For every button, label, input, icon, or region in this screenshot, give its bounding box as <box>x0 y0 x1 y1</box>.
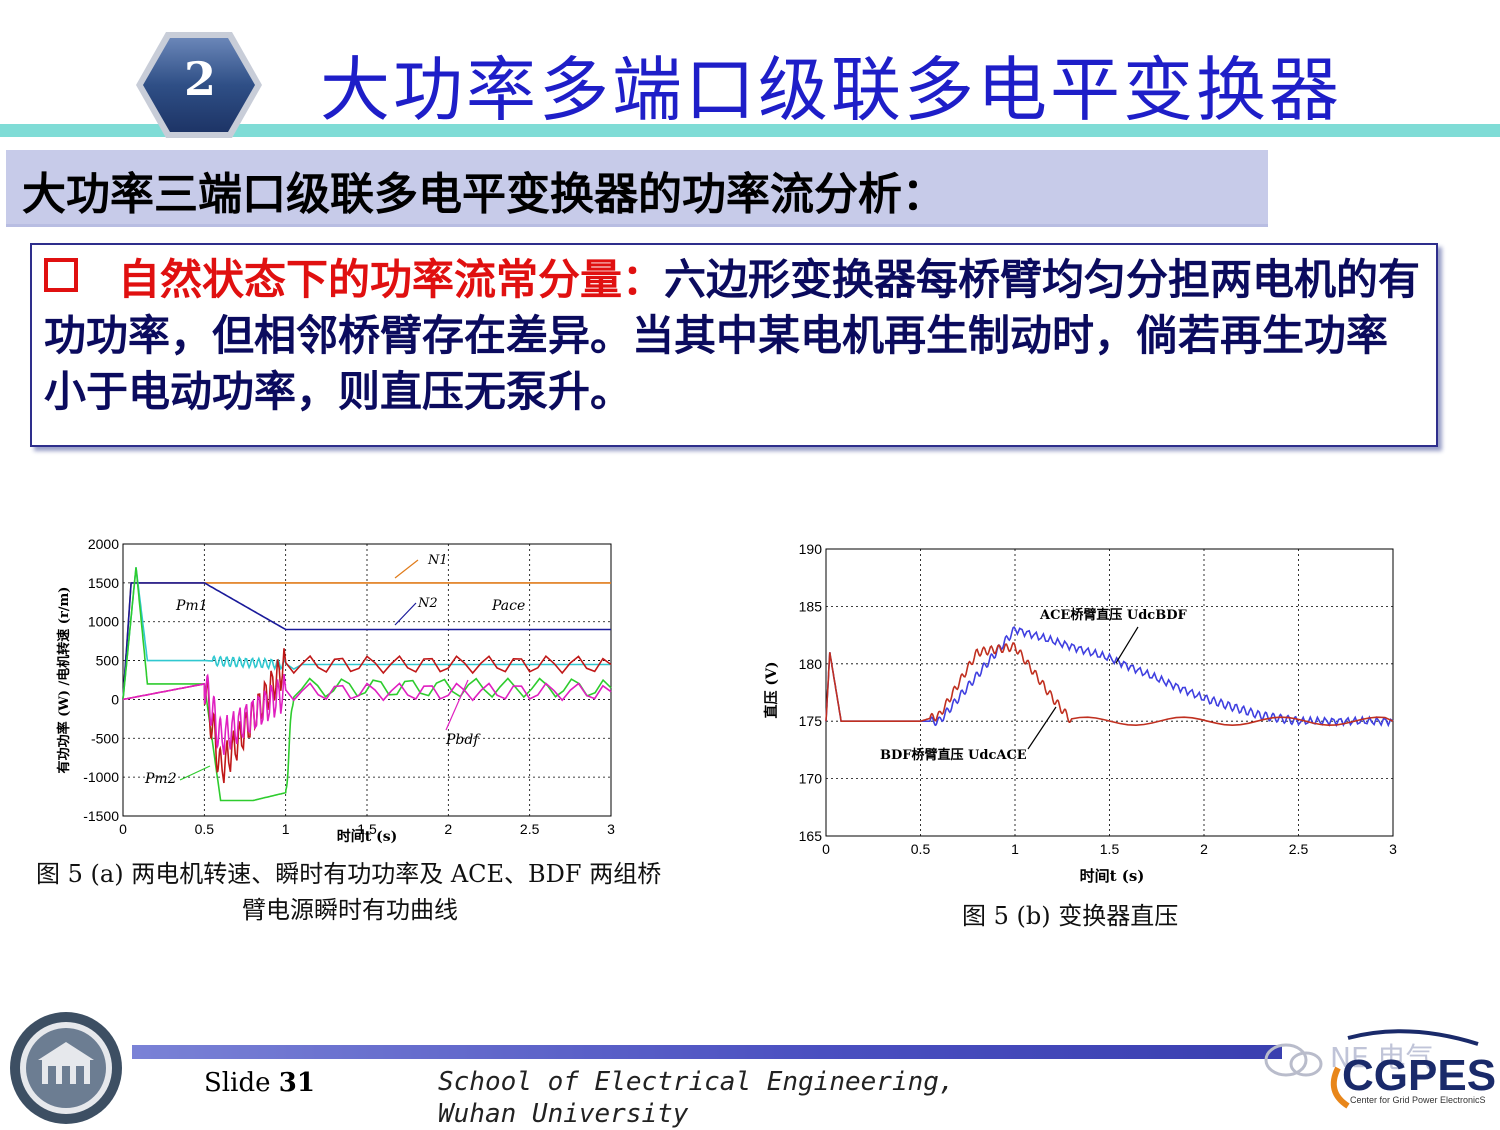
wechat-label: NE 电气 <box>1330 1041 1434 1074</box>
chart-a-ylabel: 有功功率 (W) /电机转速 (r/m) <box>56 587 72 774</box>
chart-b-xtick-label: 0 <box>822 841 830 857</box>
section-number: 2 <box>183 52 216 106</box>
header-rule <box>0 124 1500 137</box>
chart-b-ytick-label: 165 <box>799 828 823 844</box>
chart-b-ytick-label: 180 <box>799 656 823 672</box>
cgpes-logo: CGPES <box>1330 1029 1496 1109</box>
annotation-udcace-pointer <box>1027 706 1057 750</box>
chart-a-ytick-label: 1000 <box>88 614 119 630</box>
chart-b-ytick-label: 175 <box>799 713 823 729</box>
chart-a-xtick-label: 0.5 <box>195 821 215 837</box>
chart-a-xtick-label: 3 <box>607 821 615 837</box>
chart-a-xlabel: 时间t (s) <box>337 828 397 845</box>
square-bullet-icon <box>44 258 78 292</box>
annotation-pace: Pace <box>491 598 525 614</box>
subtitle-bar <box>6 150 1268 227</box>
annotation-pm2-pointer <box>179 765 211 781</box>
chart-a-ytick-label: -1500 <box>83 808 119 824</box>
chart-a-xtick-label: 1.5 <box>357 821 377 837</box>
annotation-pbdf: Pbdf <box>445 732 481 748</box>
subtitle: 大功率三端口级联多电平变换器的功率流分析： <box>22 169 946 220</box>
school-name: School of Electrical Engineering, Wuhan … <box>438 1067 955 1129</box>
chart-b-series <box>825 625 1394 728</box>
slide-prefix: Slide <box>204 1068 271 1098</box>
annotation-n1: N1 <box>427 553 448 568</box>
bullet-body: 六边形变换器每桥臂均匀分担两电机的有功功率，但相邻桥臂存在差异。当其中某电机再生… <box>44 255 1421 416</box>
annotation-udcbdf-pointer <box>1115 626 1139 664</box>
chart-a-ytick-label: 500 <box>96 653 120 669</box>
chart-a-ytick-label: 1500 <box>88 575 119 591</box>
annotation-n1-pointer <box>394 559 419 579</box>
chart-a-ticks: 0 0.5 1 1.5 2 2.5 3 2000 1500 1000 500 0 -500 -1000 -1… <box>83 536 615 837</box>
cgpes-subtitle: Center for Grid Power ElectronicS <box>1350 1095 1486 1105</box>
chart-a-series <box>122 567 612 802</box>
chart-b-series-udcace <box>825 642 1394 727</box>
chart-b-ticks: 0 0.5 1 1.5 2 2.5 3 190 185 180 175 170 165 <box>799 541 1397 857</box>
annotation-pm2: Pm2 <box>144 771 177 787</box>
chart-a-series-n2 <box>122 582 611 700</box>
chart-a-series-pbdf <box>122 673 612 755</box>
chart-b-ytick-label: 170 <box>799 771 823 787</box>
chart-a-xtick-label: 0 <box>119 821 127 837</box>
chart-a-ytick-label: 0 <box>111 691 119 707</box>
annotation-n2: N2 <box>417 596 438 611</box>
slide-number: 31 <box>278 1068 315 1098</box>
chart-b: 0 0.5 1 1.5 2 2.5 3 190 185 180 175 170 165 直压 (V) 时… <box>763 541 1397 885</box>
chart-b-xlabel: 时间t (s) <box>1080 867 1145 885</box>
chart-a-ytick-label: -500 <box>91 730 119 746</box>
figure-a-caption-line2: 臂电源瞬时有功曲线 <box>242 896 458 924</box>
chart-a-ytick-label: 2000 <box>88 536 119 552</box>
chart-b-ylabel: 直压 (V) <box>763 662 780 719</box>
slide-label: Slide 31 <box>204 1068 315 1098</box>
chart-b-xtick-label: 1 <box>1011 841 1019 857</box>
chart-b-ytick-label: 190 <box>799 541 823 557</box>
page-title: 大功率多端口级联多电平变换器 <box>320 49 1342 131</box>
chart-a-series-pm2 <box>122 567 612 802</box>
chart-b-xtick-label: 1.5 <box>1100 841 1120 857</box>
chart-b-xtick-label: 2.5 <box>1289 841 1309 857</box>
bullet-lead: 自然状态下的功率流常分量： <box>118 255 665 304</box>
university-seal-icon <box>10 1012 122 1124</box>
section-badge-icon <box>136 32 262 138</box>
text-box <box>30 243 1438 447</box>
chart-a-xtick-label: 2.5 <box>520 821 540 837</box>
annotation-pm1: Pm1 <box>175 598 208 614</box>
chart-b-xtick-label: 3 <box>1389 841 1397 857</box>
chart-b-xtick-label: 0.5 <box>911 841 931 857</box>
annotation-udcace: BDF桥臂直压 UdcACE <box>880 747 1027 763</box>
chart-a: 0 0.5 1 1.5 2 2.5 3 2000 1500 1000 500 0 -500 -1000 -1… <box>56 536 615 845</box>
chart-b-plot-area <box>825 548 1394 837</box>
bullet-paragraph: 自然状态下的功率流常分量：六边形变换器每桥臂均匀分担两电机的有功功率，但相邻桥臂… <box>44 252 1424 420</box>
cgpes-logo-text: CGPES <box>1342 1051 1496 1100</box>
annotation-udcbdf: ACE桥臂直压 UdcBDF <box>1039 607 1187 623</box>
chart-a-xtick-label: 1 <box>282 821 290 837</box>
annotation-n2-pointer <box>394 602 417 626</box>
wechat-icon <box>1264 1043 1323 1077</box>
annotation-pbdf-pointer <box>445 679 469 731</box>
footer-rule <box>132 1045 1282 1059</box>
chart-a-xtick-label: 2 <box>444 821 452 837</box>
chart-b-xtick-label: 2 <box>1200 841 1208 857</box>
chart-b-ytick-label: 185 <box>799 598 823 614</box>
figure-b-caption: 图 5 (b) 变换器直压 <box>962 902 1179 930</box>
chart-a-ytick-label: -1000 <box>83 769 119 785</box>
figure-a-caption-line1: 图 5 (a) 两电机转速、瞬时有功功率及 ACE、BDF 两组桥 <box>36 860 662 888</box>
